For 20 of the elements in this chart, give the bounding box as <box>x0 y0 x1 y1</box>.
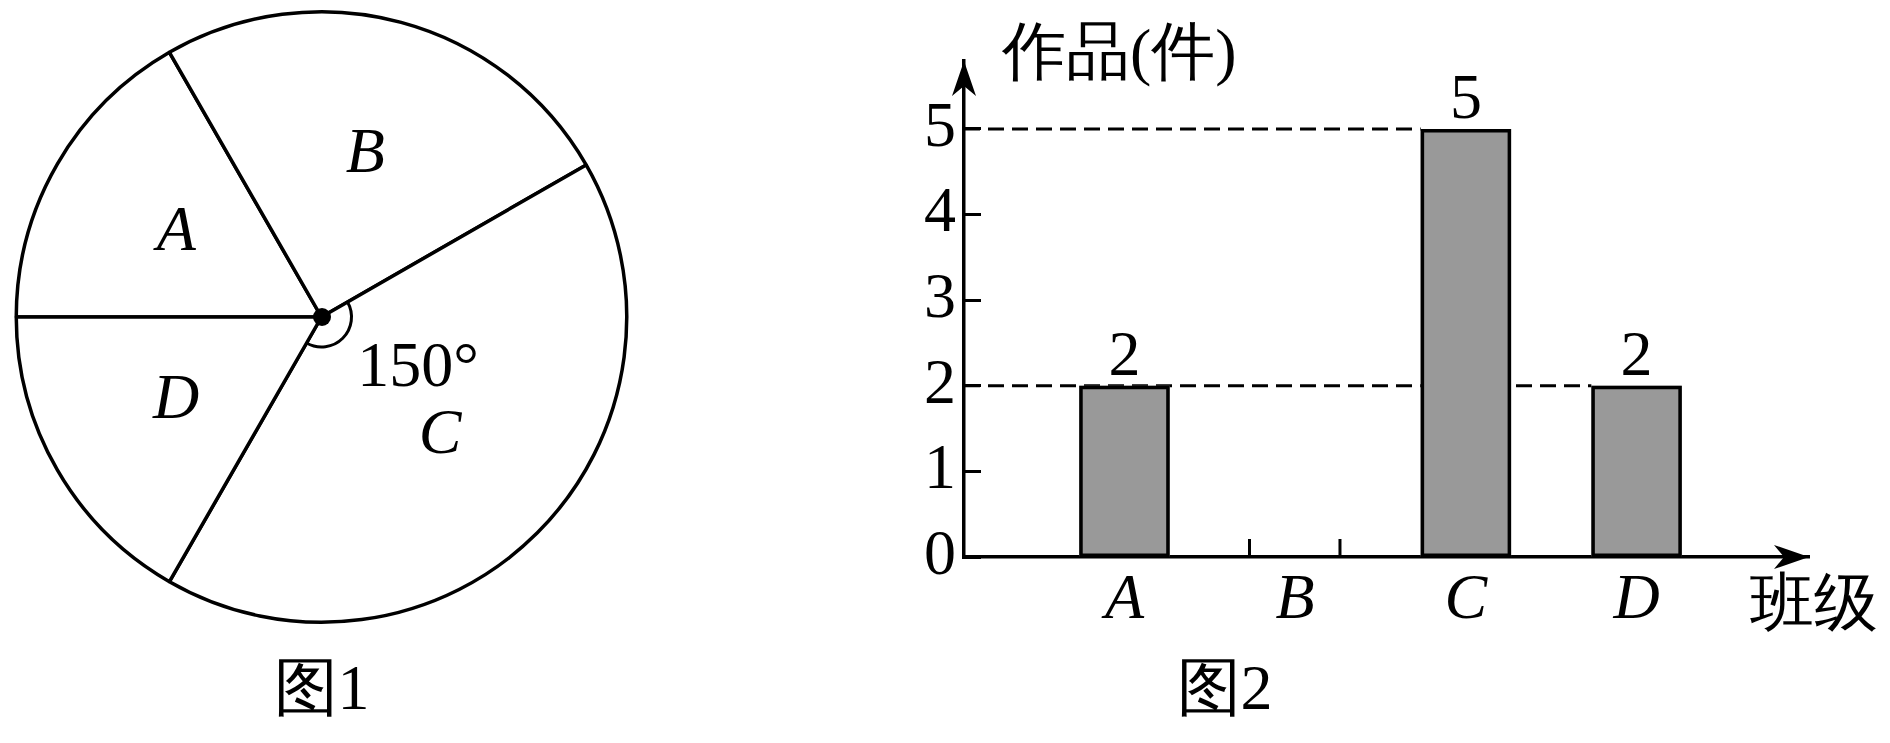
data-label: 5 <box>1449 60 1482 132</box>
x-tick-label: B <box>1275 560 1315 632</box>
y-tick-label: 4 <box>924 174 956 246</box>
y-axis-title: 作品(件) <box>1001 16 1237 88</box>
y-tick-label: 3 <box>924 260 956 331</box>
text: 图1 <box>273 651 370 723</box>
x-tick-label: A <box>1100 560 1145 632</box>
slice-label: D <box>152 360 200 432</box>
slice-label: A <box>152 192 197 264</box>
text: 图2 <box>1176 651 1273 723</box>
y-tick-label: 0 <box>924 516 956 588</box>
slice-label: B <box>345 114 385 186</box>
data-label: 2 <box>1108 317 1141 389</box>
data-label: 2 <box>1620 317 1653 389</box>
y-tick-label: 1 <box>924 431 956 503</box>
x-tick-label: C <box>1444 560 1489 632</box>
y-tick-label: 2 <box>924 345 956 417</box>
x-tick-label: D <box>1612 560 1660 632</box>
x-axis-title: 班级 <box>1750 566 1878 638</box>
y-tick-label: 5 <box>924 88 956 160</box>
